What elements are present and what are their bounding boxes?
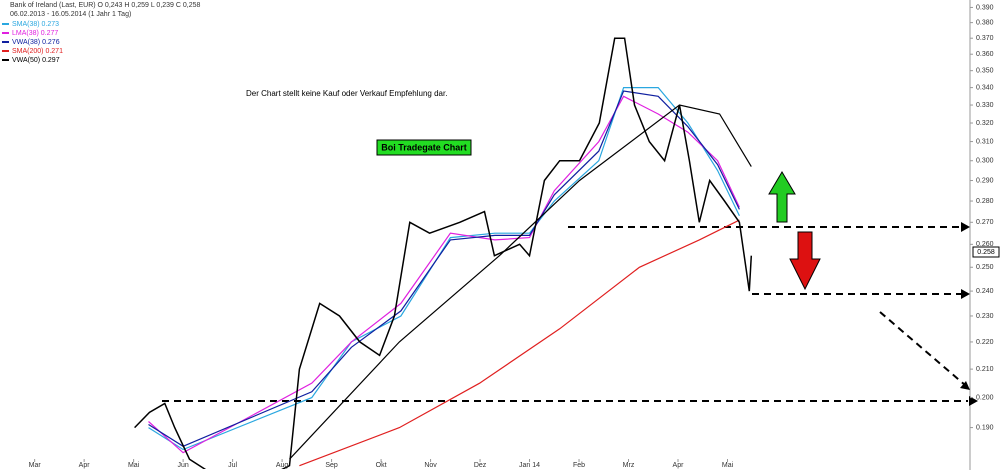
- last-price-box: [972, 246, 1000, 258]
- last-price: 0.258: [977, 249, 995, 256]
- x-tick-label: Okt: [376, 462, 387, 469]
- down-arrow: [789, 231, 821, 291]
- y-tick-label: 0.380: [976, 19, 994, 26]
- header-line: 06.02.2013 - 16.05.2014 (1 Jahr 1 Tag): [10, 11, 131, 18]
- x-tick-label: Mar: [29, 462, 42, 469]
- arrow-heads: [960, 222, 978, 406]
- header-line: Bank of Ireland (Last, EUR) O 0,243 H 0,…: [10, 2, 201, 9]
- x-tick-label: Jul: [228, 462, 237, 469]
- y-tick-label: 0.270: [976, 219, 994, 226]
- x-tick-label: Feb: [573, 462, 585, 469]
- legend-label: SMA(38) 0.273: [12, 21, 59, 28]
- y-tick-label: 0.250: [976, 264, 994, 271]
- y-tick-label: 0.230: [976, 313, 994, 320]
- price-line: [134, 37, 753, 469]
- x-tick-label: Jun: [177, 462, 188, 469]
- y-tick-label: 0.340: [976, 84, 994, 91]
- legend-label: VWA(50) 0.297: [12, 57, 60, 64]
- legend-label: SMA(200) 0.271: [12, 48, 63, 55]
- y-tick-label: 0.300: [976, 158, 994, 165]
- y-tick-label: 0.370: [976, 35, 994, 42]
- x-tick-label: Sep: [325, 462, 338, 469]
- y-tick-label: 0.210: [976, 366, 994, 373]
- y-tick-label: 0.260: [976, 241, 994, 248]
- y-tick-label: 0.390: [976, 4, 994, 11]
- y-tick-label: 0.280: [976, 198, 994, 205]
- x-tick-label: Mai: [128, 462, 140, 469]
- x-tick-label: Aug: [276, 462, 289, 469]
- chart-title: Boi Tradegate Chart: [381, 142, 467, 152]
- indicator-line: [148, 90, 740, 447]
- y-tick-label: 0.290: [976, 177, 994, 184]
- y-tick-label: 0.190: [976, 424, 994, 431]
- disclaimer: Der Chart stellt keine Kauf oder Verkauf…: [246, 89, 447, 98]
- plot-area: [134, 37, 753, 469]
- x-tick-label: Apr: [673, 462, 685, 469]
- y-tick-label: 0.220: [976, 339, 994, 346]
- y-tick-label: 0.240: [976, 288, 994, 295]
- legend-label: LMA(38) 0.277: [12, 30, 58, 37]
- indicator-line: [289, 104, 752, 460]
- y-tick-label: 0.360: [976, 51, 994, 58]
- x-tick-label: Nov: [424, 462, 437, 469]
- annotation-lines: [162, 226, 968, 402]
- y-tick-label: 0.330: [976, 102, 994, 109]
- indicator-line: [148, 95, 740, 454]
- up-arrow: [768, 171, 796, 223]
- x-tick-label: Mai: [722, 462, 734, 469]
- y-tick-label: 0.200: [976, 394, 994, 401]
- x-tick-label: Apr: [79, 462, 91, 469]
- x-tick-label: Jan 14: [519, 462, 540, 469]
- y-tick-label: 0.320: [976, 120, 994, 127]
- x-tick-label: Dez: [474, 462, 487, 469]
- y-tick-label: 0.310: [976, 138, 994, 145]
- indicator-line: [299, 219, 740, 467]
- x-tick-label: Mrz: [623, 462, 635, 469]
- y-tick-label: 0.350: [976, 68, 994, 75]
- title-box: [376, 139, 472, 156]
- legend-label: VWA(38) 0.276: [12, 39, 60, 46]
